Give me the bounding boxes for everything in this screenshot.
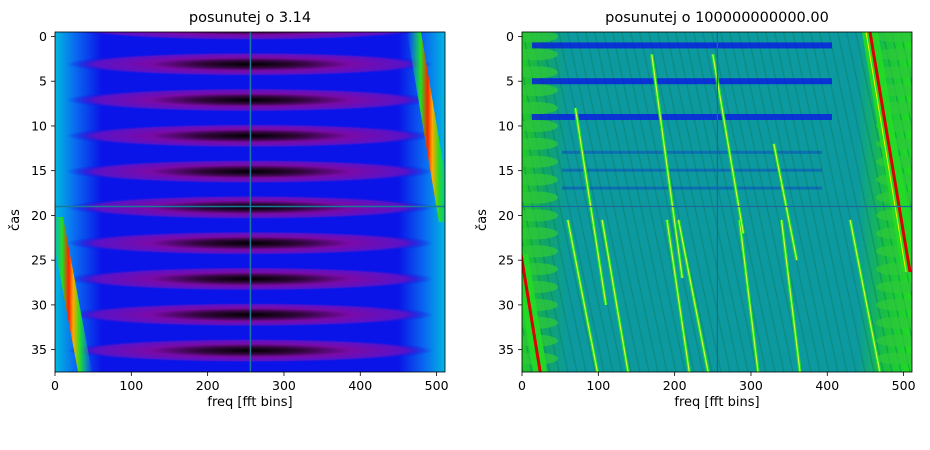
x-tick-label: 100 xyxy=(586,378,610,393)
right-streak-core xyxy=(601,219,629,372)
x-tick-label: 200 xyxy=(196,378,220,393)
right-streak-core xyxy=(780,219,801,372)
right-blue-row-faint xyxy=(562,168,822,172)
right-edge-blob xyxy=(522,155,558,168)
right-blue-rows xyxy=(532,42,832,190)
right-edge-blob xyxy=(522,173,558,186)
x-tick-label: 300 xyxy=(739,378,763,393)
y-tick-label: 20 xyxy=(31,208,47,223)
right-edge-blob xyxy=(522,119,558,132)
right-blue-row xyxy=(532,42,832,49)
left-x-ticks: 0 100 200 300 400 500 xyxy=(51,372,449,393)
right-edge-blob xyxy=(522,84,558,97)
right-red-streaks xyxy=(522,32,912,372)
x-tick-label: 300 xyxy=(272,378,296,393)
right-streak-core xyxy=(849,219,881,372)
x-tick-label: 0 xyxy=(518,378,526,393)
y-tick-label: 30 xyxy=(498,297,514,312)
right-streak-core xyxy=(677,219,709,372)
right-green-streaks xyxy=(566,54,882,372)
left-axes-frame xyxy=(54,31,446,373)
right-edge-blob xyxy=(876,48,912,61)
y-tick-label: 25 xyxy=(498,253,514,268)
x-tick-label: 200 xyxy=(663,378,687,393)
right-streak-core xyxy=(738,219,759,372)
right-edge-blob xyxy=(876,263,912,276)
right-edge-blob xyxy=(522,281,558,293)
right-streak-core xyxy=(773,143,798,261)
right-edge-blob xyxy=(522,102,558,115)
right-edge-blob xyxy=(876,281,912,293)
right-edge-blob xyxy=(522,209,558,222)
right-axes-frame xyxy=(521,31,913,373)
x-tick-label: 0 xyxy=(51,378,59,393)
right-streak-core xyxy=(567,219,599,372)
right-blue-row xyxy=(532,114,832,120)
y-tick-label: 25 xyxy=(31,253,47,268)
y-tick-label: 0 xyxy=(39,29,47,44)
right-edge-blob xyxy=(522,66,558,79)
right-edge-blob xyxy=(876,334,912,347)
right-xlabel: freq [fft bins] xyxy=(674,395,759,410)
y-tick-label: 10 xyxy=(498,118,514,133)
y-tick-label: 5 xyxy=(39,74,47,89)
left-y-ticks: 0 5 10 15 20 25 30 35 xyxy=(31,29,55,357)
right-edge-blob xyxy=(522,32,558,43)
right-edge-blob xyxy=(522,191,558,204)
left-heatmap: 0 100 200 300 400 500 0 5 10 15 20 25 30 35 posunute… xyxy=(8,10,449,410)
right-edge-blob xyxy=(876,298,912,311)
y-tick-label: 0 xyxy=(506,29,514,44)
left-heatmap-image xyxy=(55,32,445,372)
right-ylabel: čas xyxy=(475,209,490,231)
right-blue-row-faint xyxy=(562,186,822,190)
right-streak-core xyxy=(666,219,690,372)
right-edge-blob xyxy=(522,227,558,240)
y-tick-label: 10 xyxy=(31,118,47,133)
right-streak-core xyxy=(651,54,683,279)
y-tick-label: 35 xyxy=(31,342,47,357)
right-heatmap-image xyxy=(522,32,912,372)
y-tick-label: 35 xyxy=(498,342,514,357)
x-tick-label: 500 xyxy=(892,378,916,393)
right-edge-blob xyxy=(522,245,558,258)
right-edge-blob xyxy=(522,137,558,150)
y-tick-label: 15 xyxy=(31,163,47,178)
right-y-ticks: 0 5 10 15 20 25 30 35 xyxy=(498,29,522,357)
right-heatmap: 0 100 200 300 400 500 0 5 10 15 20 25 30 35 posunute… xyxy=(475,10,916,410)
left-ylabel: čas xyxy=(8,209,23,231)
right-edge-blob xyxy=(522,48,558,61)
left-xlabel: freq [fft bins] xyxy=(207,395,292,410)
right-blue-row xyxy=(532,78,832,85)
x-tick-label: 400 xyxy=(348,378,372,393)
y-tick-label: 30 xyxy=(31,297,47,312)
left-streaks xyxy=(55,32,445,372)
y-tick-label: 5 xyxy=(506,74,514,89)
x-tick-label: 100 xyxy=(119,378,143,393)
right-edge-blob xyxy=(876,316,912,329)
right-blue-row-faint xyxy=(562,150,822,154)
y-tick-label: 20 xyxy=(498,208,514,223)
right-edge-blob xyxy=(876,352,912,365)
right-title: posunutej o 100000000000.00 xyxy=(605,10,829,26)
y-tick-label: 15 xyxy=(498,163,514,178)
right-edge-blob xyxy=(876,32,912,43)
left-title: posunutej o 3.14 xyxy=(189,10,311,26)
right-edge-blob xyxy=(522,263,558,276)
right-x-ticks: 0 100 200 300 400 500 xyxy=(518,372,916,393)
x-tick-label: 500 xyxy=(425,378,449,393)
x-tick-label: 400 xyxy=(815,378,839,393)
